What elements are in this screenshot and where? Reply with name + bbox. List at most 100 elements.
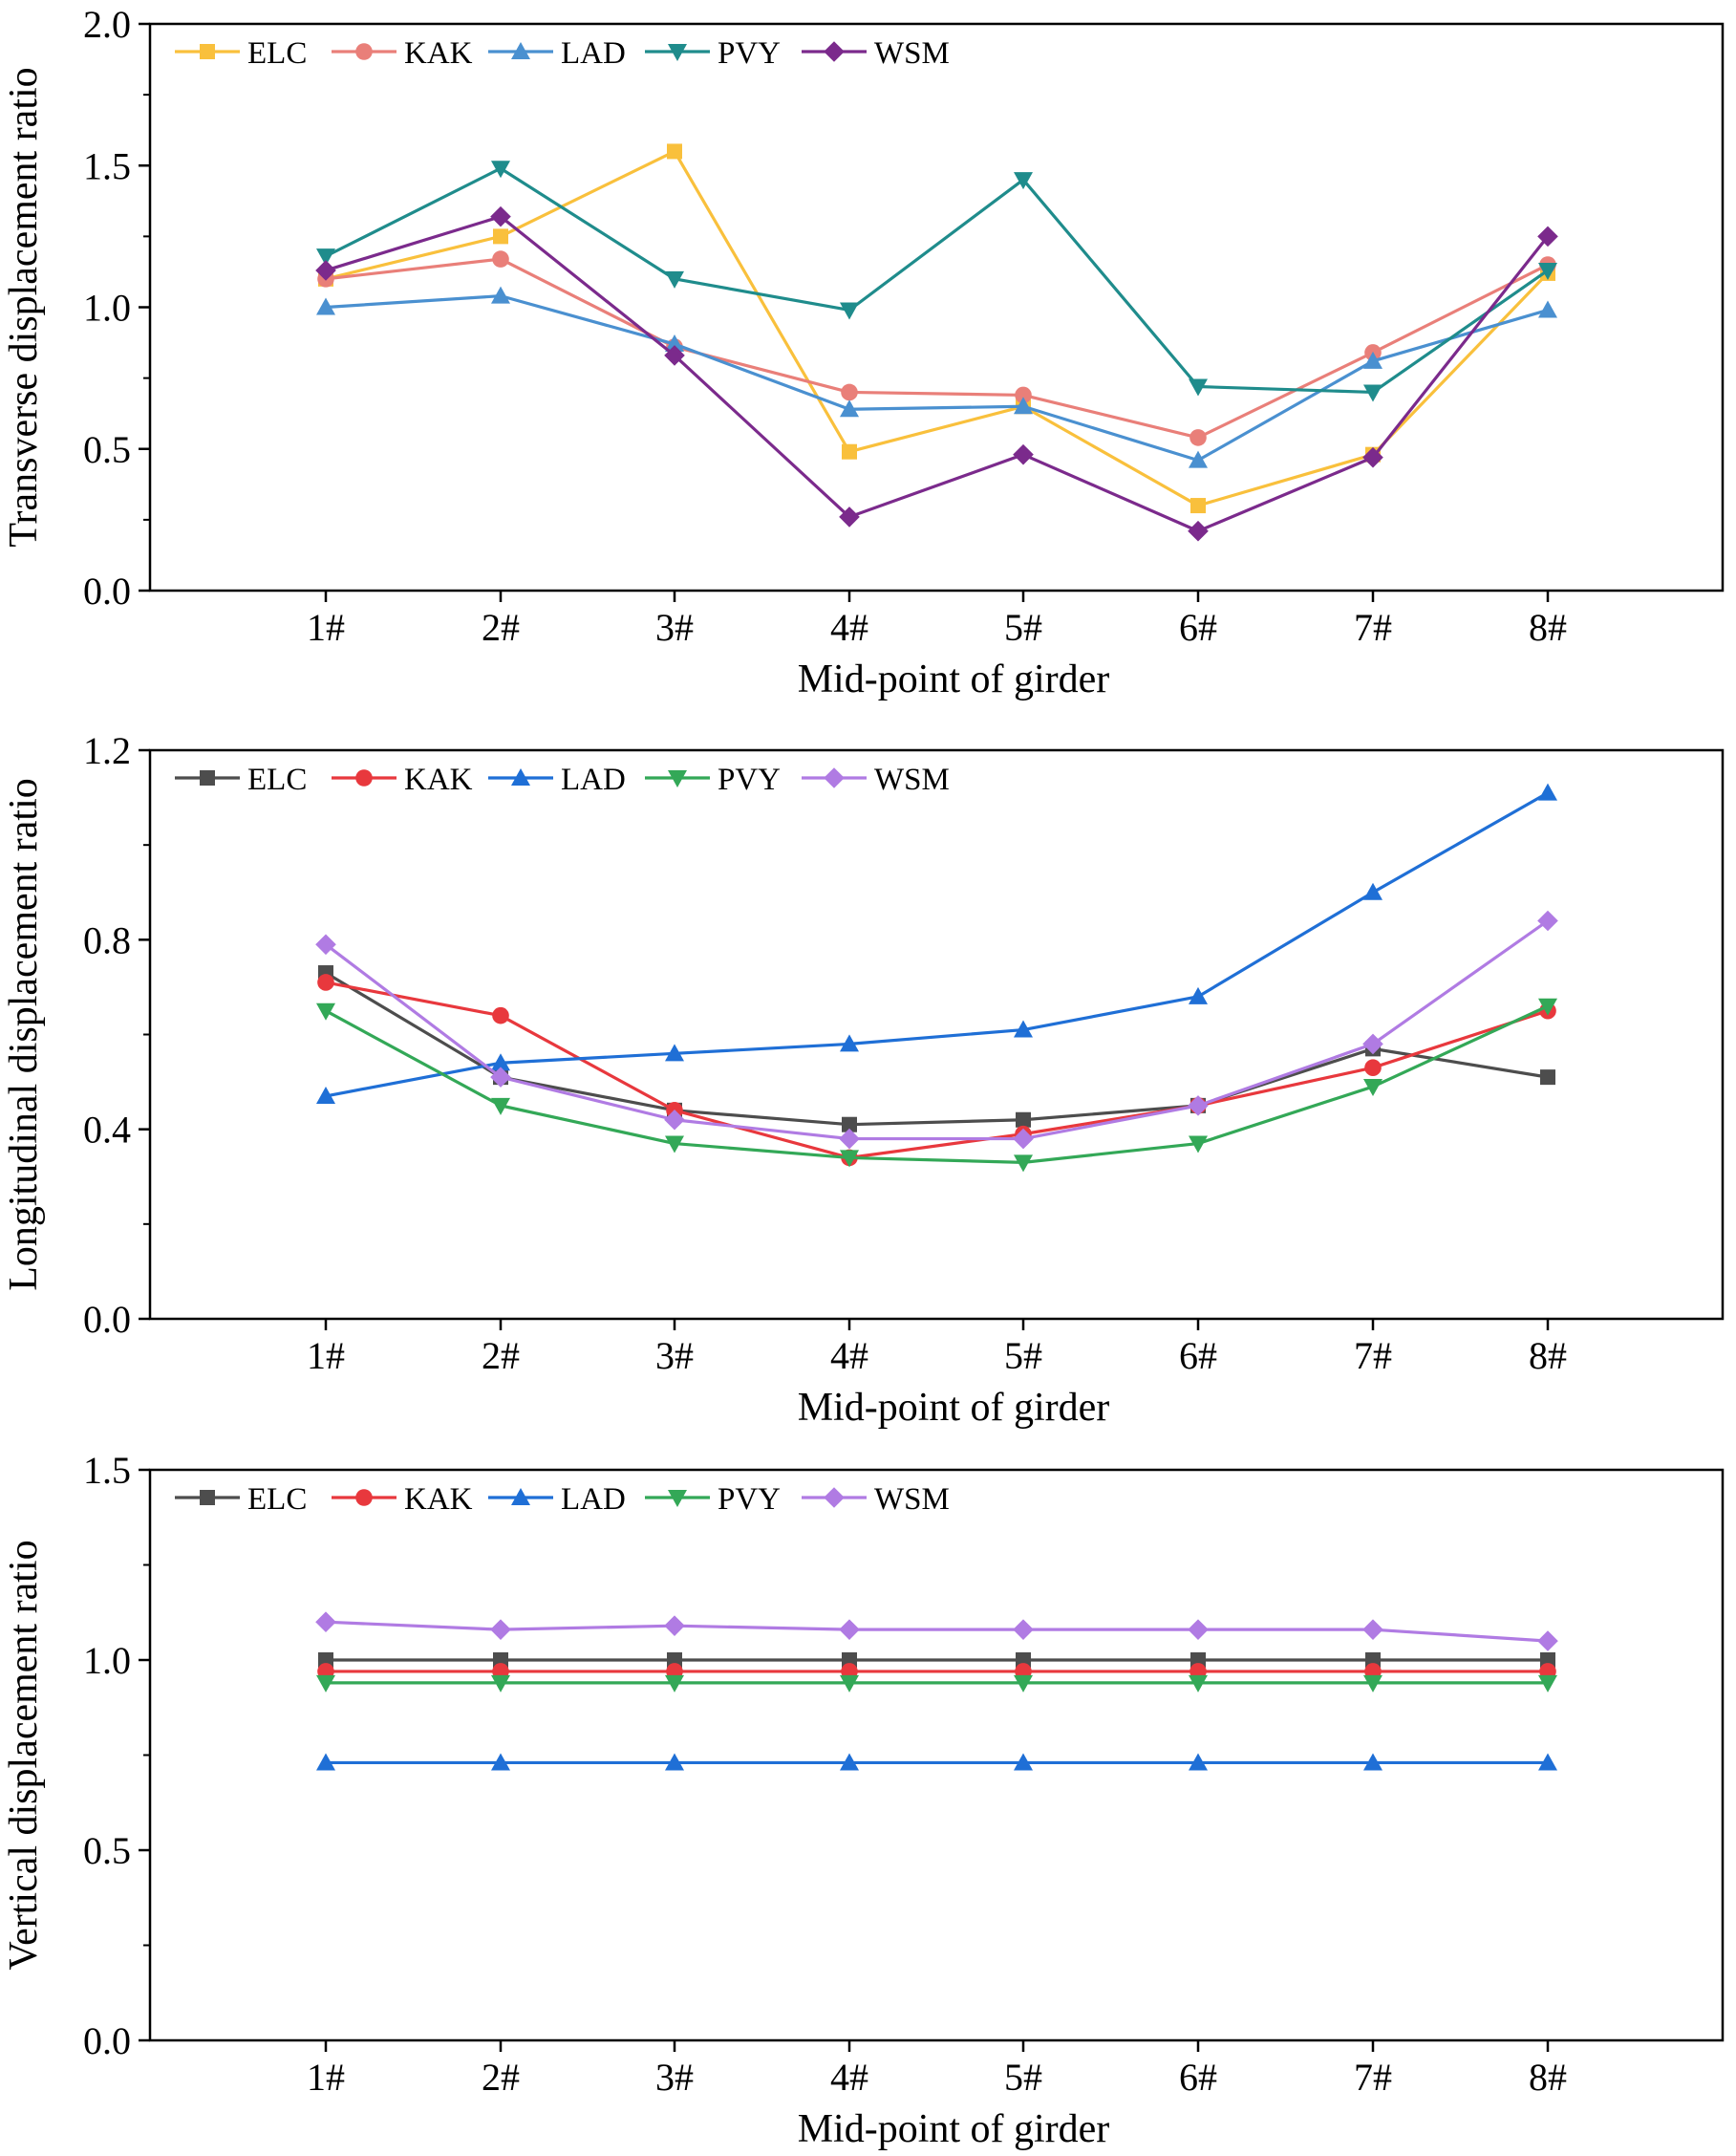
data-point-elc bbox=[318, 1652, 333, 1668]
data-point-lad bbox=[1538, 300, 1557, 318]
series-line-wsm bbox=[325, 215, 1550, 533]
plot-frame bbox=[148, 1468, 1725, 2042]
data-point-elc bbox=[842, 1116, 857, 1132]
y-tick-label: 1.0 bbox=[83, 1639, 131, 1682]
series-lad bbox=[316, 1753, 1557, 1771]
data-point-lad bbox=[491, 1753, 510, 1771]
legend-swatch-marker bbox=[668, 1490, 687, 1507]
data-point-wsm bbox=[490, 205, 511, 227]
data-point-pvy bbox=[316, 1674, 335, 1692]
legend-swatch-marker bbox=[824, 41, 845, 62]
data-point-lad bbox=[665, 334, 684, 353]
data-point-lad bbox=[316, 1753, 335, 1771]
data-point-lad bbox=[1363, 882, 1382, 900]
data-point-elc bbox=[842, 443, 857, 460]
series-line-elc bbox=[325, 149, 1550, 507]
data-point-wsm bbox=[664, 1615, 685, 1636]
data-point-wsm bbox=[839, 1128, 860, 1150]
data-point-wsm bbox=[1013, 443, 1034, 465]
data-point-lad bbox=[1363, 1753, 1382, 1771]
legend-swatch-marker bbox=[200, 770, 215, 786]
data-point-kak bbox=[841, 383, 858, 401]
data-point-pvy bbox=[840, 1674, 859, 1692]
data-point-lad bbox=[840, 399, 859, 418]
legend-item-kak: KAK bbox=[332, 36, 473, 71]
legend: ELC KAK LAD PVY WSM bbox=[175, 763, 950, 797]
y-axis-title: Transverse displacement ratio bbox=[2, 67, 46, 547]
data-point-elc bbox=[1540, 1652, 1555, 1668]
y-tick-label: 1.2 bbox=[83, 729, 131, 772]
legend-swatch-marker bbox=[824, 1487, 845, 1508]
data-point-pvy bbox=[1014, 1154, 1033, 1173]
data-point-pvy bbox=[491, 1097, 510, 1115]
data-point-wsm bbox=[1013, 1128, 1034, 1150]
legend-label: ELC bbox=[247, 1482, 307, 1517]
data-point-wsm bbox=[664, 1109, 685, 1131]
data-point-pvy bbox=[1363, 1674, 1382, 1692]
series-lad bbox=[316, 783, 1557, 1104]
x-tick-label: 8# bbox=[1529, 2056, 1567, 2099]
data-point-wsm bbox=[315, 1611, 336, 1632]
data-point-elc bbox=[1190, 1652, 1206, 1668]
data-point-lad bbox=[491, 286, 510, 304]
data-point-pvy bbox=[1538, 1674, 1557, 1692]
data-point-elc bbox=[667, 1652, 682, 1668]
legend-swatch-marker bbox=[511, 42, 530, 59]
series-pvy bbox=[316, 161, 1557, 402]
series-wsm bbox=[315, 205, 1558, 542]
data-point-pvy bbox=[665, 1674, 684, 1692]
x-tick-label: 8# bbox=[1529, 1334, 1567, 1377]
data-point-pvy bbox=[665, 1135, 684, 1153]
data-point-elc bbox=[842, 1652, 857, 1668]
legend-item-pvy: PVY bbox=[645, 763, 781, 797]
y-tick-label: 0.5 bbox=[83, 1829, 131, 1872]
data-point-elc bbox=[1190, 498, 1206, 514]
x-axis-title: Mid-point of girder bbox=[798, 1386, 1110, 1430]
series-elc bbox=[318, 1652, 1555, 1668]
x-tick-label: 3# bbox=[655, 2056, 694, 2099]
data-point-lad bbox=[316, 1086, 335, 1104]
series-wsm bbox=[315, 1611, 1558, 1651]
data-point-pvy bbox=[1189, 1674, 1208, 1692]
legend-item-pvy: PVY bbox=[645, 1482, 781, 1517]
data-point-pvy bbox=[491, 1674, 510, 1692]
data-point-kak bbox=[1364, 1059, 1382, 1077]
x-tick-label: 4# bbox=[830, 606, 868, 649]
x-tick-label: 3# bbox=[655, 1334, 694, 1377]
series-line-elc bbox=[325, 971, 1549, 1127]
legend-item-wsm: WSM bbox=[802, 1482, 950, 1517]
x-tick-label: 1# bbox=[307, 1334, 345, 1377]
y-tick-label: 1.5 bbox=[83, 1449, 131, 1492]
data-point-lad bbox=[1538, 783, 1557, 801]
data-point-lad bbox=[316, 297, 335, 315]
data-point-elc bbox=[1365, 1652, 1381, 1668]
legend-swatch-marker bbox=[355, 1489, 373, 1506]
legend-item-wsm: WSM bbox=[802, 763, 950, 797]
data-point-wsm bbox=[1362, 1033, 1383, 1055]
x-tick-label: 8# bbox=[1529, 606, 1567, 649]
y-tick-label: 1.5 bbox=[83, 144, 131, 187]
x-tick-label: 6# bbox=[1179, 606, 1217, 649]
legend-item-lad: LAD bbox=[488, 763, 626, 797]
data-point-wsm bbox=[1188, 1095, 1209, 1116]
legend: ELC KAK LAD PVY WSM bbox=[175, 36, 950, 71]
legend-swatch-marker bbox=[200, 44, 215, 59]
data-point-kak bbox=[492, 250, 509, 268]
data-point-pvy bbox=[1363, 384, 1382, 402]
y-axis-title: Longitudinal displacement ratio bbox=[2, 778, 46, 1291]
series-pvy bbox=[316, 998, 1557, 1173]
data-point-lad bbox=[1014, 397, 1033, 415]
y-tick-label: 2.0 bbox=[83, 3, 131, 46]
series-wsm bbox=[315, 910, 1558, 1150]
data-point-pvy bbox=[1538, 262, 1557, 280]
y-tick-label: 0.4 bbox=[83, 1109, 131, 1152]
data-point-wsm bbox=[1537, 226, 1558, 248]
data-point-wsm bbox=[1362, 446, 1383, 468]
data-point-lad bbox=[1538, 1753, 1557, 1771]
legend-label: PVY bbox=[718, 763, 781, 797]
chart-panel-2: 0.0 0.4 0.8 1.2 1# 2# 3# 4# 5# 6# 7# 8# Mid-point of… bbox=[2, 729, 1725, 1430]
legend: ELC KAK LAD PVY WSM bbox=[175, 1482, 950, 1517]
legend-item-elc: ELC bbox=[175, 1482, 307, 1517]
series-line-wsm bbox=[325, 1620, 1549, 1643]
y-tick-label: 1.0 bbox=[83, 287, 131, 330]
